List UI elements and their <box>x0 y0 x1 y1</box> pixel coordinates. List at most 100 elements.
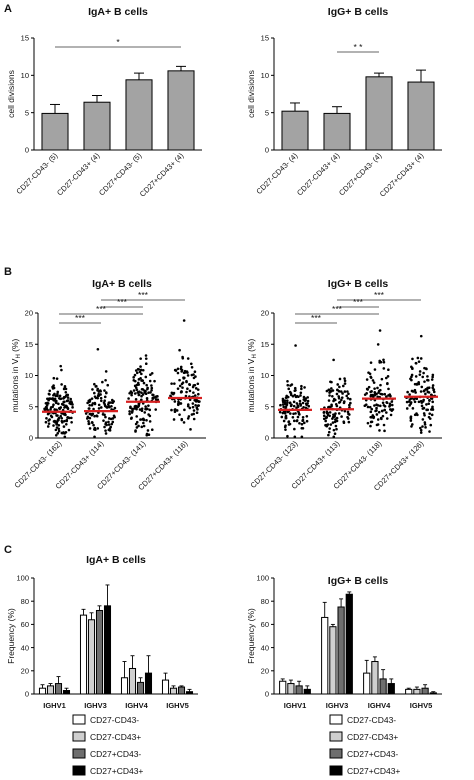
data-point <box>426 390 430 394</box>
data-point <box>180 390 183 393</box>
data-point <box>155 395 158 398</box>
bar-CD27+CD43- <box>177 686 186 695</box>
data-point <box>179 402 183 405</box>
bar-CD27+CD43- <box>95 609 104 695</box>
data-point <box>189 428 192 431</box>
data-point <box>322 417 326 421</box>
data-point <box>388 402 392 406</box>
data-point <box>376 343 380 346</box>
data-point <box>49 408 52 411</box>
data-point <box>178 384 182 388</box>
data-point <box>293 386 297 390</box>
data-point <box>416 356 420 360</box>
data-point <box>182 421 186 424</box>
data-point <box>133 373 137 377</box>
data-point <box>93 391 96 395</box>
data-point <box>419 428 423 432</box>
data-point <box>190 365 194 369</box>
data-point <box>369 375 373 379</box>
data-point <box>348 397 352 401</box>
data-point <box>331 394 334 398</box>
data-point <box>135 415 139 418</box>
data-point <box>104 370 108 373</box>
data-point <box>283 425 287 429</box>
data-point <box>281 400 285 404</box>
x-tick-label: IGHV4 <box>368 701 391 710</box>
data-point <box>376 418 380 421</box>
data-point <box>336 388 339 392</box>
data-point <box>65 393 69 397</box>
data-point <box>376 404 380 407</box>
data-point <box>421 407 425 410</box>
bar-CD27-CD43- <box>363 672 371 695</box>
panel-letter: C <box>4 544 12 556</box>
data-point <box>372 381 376 384</box>
data-point <box>109 425 112 429</box>
data-point <box>63 419 66 423</box>
data-point <box>366 421 370 425</box>
data-point <box>431 384 435 387</box>
data-point <box>181 356 185 360</box>
x-tick-label: IGHV1 <box>43 701 66 710</box>
data-point <box>104 432 108 435</box>
data-point <box>369 424 372 428</box>
bar-CD27+CD43- <box>136 681 145 695</box>
data-point <box>286 379 289 383</box>
data-point <box>149 373 152 377</box>
data-point <box>132 389 136 392</box>
data-point <box>375 413 379 416</box>
bar-CD27-CD43- <box>120 677 129 695</box>
data-point <box>104 421 108 424</box>
data-point <box>342 401 346 405</box>
data-point <box>196 388 200 391</box>
data-point <box>287 387 291 391</box>
data-point <box>135 388 139 392</box>
data-point <box>180 417 184 421</box>
data-point <box>388 393 392 396</box>
data-point <box>327 433 330 437</box>
data-point <box>190 413 194 416</box>
data-point <box>138 370 142 374</box>
data-point <box>379 383 382 387</box>
data-point <box>187 415 191 418</box>
data-point <box>87 407 91 410</box>
data-point <box>410 425 413 428</box>
data-point <box>102 401 106 404</box>
data-point <box>194 404 197 407</box>
data-point <box>59 397 63 400</box>
data-point <box>288 422 292 426</box>
x-tick-label: IGHV5 <box>166 701 189 710</box>
data-point <box>51 385 54 389</box>
data-point <box>57 406 61 410</box>
data-point <box>135 371 139 375</box>
data-point <box>130 411 134 414</box>
data-point <box>330 380 333 384</box>
data-point <box>129 406 132 410</box>
data-point <box>176 367 180 371</box>
data-point <box>292 400 296 404</box>
data-point <box>335 416 339 420</box>
chart-title: IgA+ B cells <box>88 6 148 18</box>
data-point <box>369 361 373 364</box>
data-point <box>292 412 295 416</box>
bar-CD27+CD43- <box>54 683 63 695</box>
data-point <box>424 426 427 429</box>
data-point <box>281 403 285 406</box>
significance-label: *** <box>75 313 86 323</box>
data-point <box>69 397 73 401</box>
data-point <box>99 396 103 400</box>
data-point <box>147 404 150 407</box>
data-point <box>335 392 339 396</box>
significance-label: *** <box>138 290 149 300</box>
data-point <box>419 357 423 360</box>
data-point <box>390 400 394 403</box>
data-point <box>64 422 68 426</box>
data-point <box>186 357 190 360</box>
data-point <box>56 414 59 417</box>
data-point <box>62 431 65 434</box>
data-point <box>368 372 372 376</box>
y-tick-label: 100 <box>256 574 269 583</box>
data-point <box>144 357 148 360</box>
data-point <box>144 405 147 408</box>
data-point <box>373 390 377 394</box>
